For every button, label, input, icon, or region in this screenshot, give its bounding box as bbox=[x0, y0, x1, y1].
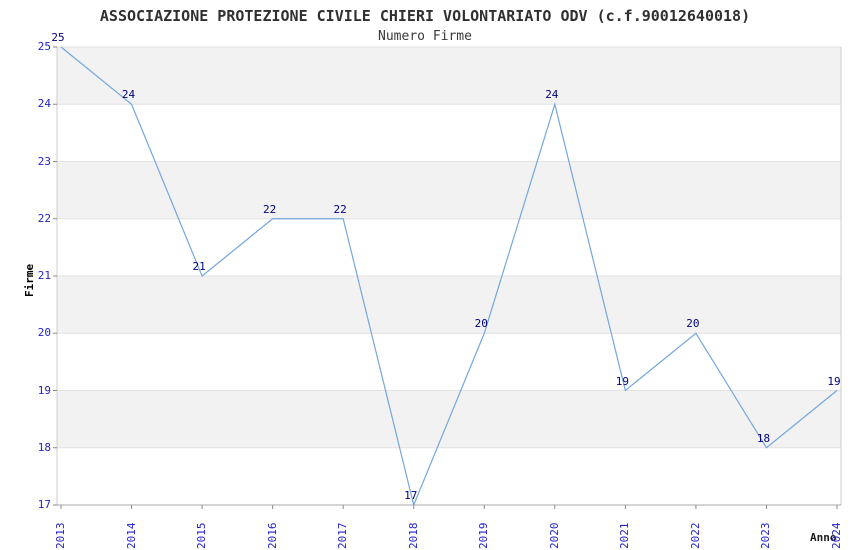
band bbox=[57, 276, 841, 334]
x-tick-label-text: 2013 bbox=[54, 522, 67, 550]
x-tick-label-text: 2023 bbox=[759, 522, 773, 550]
band bbox=[57, 104, 841, 162]
band bbox=[57, 161, 841, 219]
plot-svg bbox=[53, 46, 842, 509]
point-label: 22 bbox=[333, 202, 347, 216]
x-tick-label-text: 2019 bbox=[477, 522, 491, 550]
band bbox=[57, 218, 841, 276]
x-tick-label-text: 2017 bbox=[336, 522, 350, 550]
y-tick-label: 21 bbox=[37, 269, 51, 282]
point-label: 20 bbox=[474, 317, 488, 331]
x-tick-label-text: 2015 bbox=[195, 522, 209, 550]
data-line bbox=[60, 46, 838, 507]
band bbox=[57, 333, 841, 391]
band bbox=[57, 47, 841, 105]
point-label: 18 bbox=[756, 431, 771, 445]
point-label: 21 bbox=[192, 260, 206, 273]
point-label: 20 bbox=[686, 317, 700, 331]
x-tick-label-text: 2021 bbox=[618, 522, 632, 550]
band bbox=[57, 447, 841, 505]
x-tick-label-text: 2024 bbox=[830, 522, 843, 550]
x-tick-label-text: 2018 bbox=[406, 522, 420, 550]
x-tick-label-text: 2016 bbox=[265, 522, 279, 550]
point-label: 19 bbox=[615, 374, 629, 388]
point-label: 25 bbox=[51, 31, 65, 44]
plot-area: 25 24 21 22 22 17 20 24 19 20 18 19 bbox=[51, 31, 842, 509]
point-label: 24 bbox=[121, 88, 136, 102]
point-label: 22 bbox=[263, 202, 277, 216]
y-tick-label: 20 bbox=[37, 326, 51, 340]
x-axis-title: Anno bbox=[810, 531, 837, 544]
y-tick-label: 17 bbox=[37, 498, 51, 511]
y-tick-label: 18 bbox=[37, 440, 51, 454]
chart-title: ASSOCIAZIONE PROTEZIONE CIVILE CHIERI VO… bbox=[99, 7, 751, 25]
y-tick-label: 22 bbox=[37, 211, 51, 225]
y-tick-label: 19 bbox=[37, 383, 51, 397]
point-label: 17 bbox=[404, 489, 418, 502]
x-tick-label-text: 2022 bbox=[688, 522, 702, 550]
y-tick-label: 23 bbox=[37, 154, 51, 168]
chart-subtitle: Numero Firme bbox=[378, 29, 472, 44]
y-tick-label: 25 bbox=[37, 40, 51, 53]
point-label: 19 bbox=[827, 374, 841, 388]
point-label: 24 bbox=[545, 88, 559, 102]
x-tick-label-text: 2014 bbox=[124, 522, 138, 550]
y-tick-label: 24 bbox=[37, 97, 51, 111]
x-tick-label-text: 2020 bbox=[547, 522, 561, 550]
